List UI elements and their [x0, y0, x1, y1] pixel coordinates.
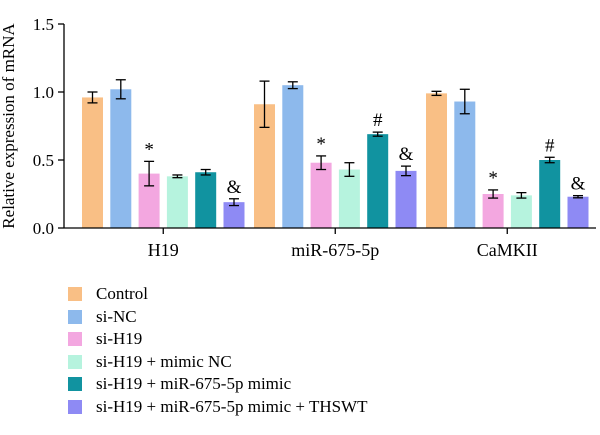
significance-mark: & — [399, 144, 414, 165]
legend-label: Control — [96, 284, 148, 304]
y-tick-label: 1.5 — [33, 15, 54, 34]
legend-label: si-H19 — [96, 329, 143, 349]
bars-layer: * **##&&& — [82, 79, 589, 228]
legend-swatch — [68, 377, 82, 392]
significance-mark: * — [488, 168, 498, 189]
x-tick-label: miR-675-5p — [291, 240, 379, 260]
significance-mark: * — [144, 139, 154, 160]
legend-item: Control — [68, 283, 368, 306]
significance-mark: * — [316, 134, 326, 155]
legend-item: si-H19 + mimic NC — [68, 351, 368, 374]
bar — [138, 173, 160, 228]
legend-swatch — [68, 332, 82, 347]
legend-swatch — [68, 287, 82, 302]
bar — [539, 160, 561, 228]
axes-layer: 0.0 0.5 1.0 1.5 H19 miR-675-5p CaMKII — [33, 15, 596, 260]
y-tick-label: 1.0 — [33, 83, 54, 102]
bar — [395, 170, 417, 228]
legend-swatch — [68, 354, 82, 369]
significance-mark: # — [373, 110, 383, 131]
bar — [82, 97, 103, 228]
bar — [367, 134, 389, 228]
bar — [254, 104, 275, 228]
bar — [454, 101, 476, 228]
significance-mark: & — [227, 177, 242, 198]
legend-item: si-H19 + miR-675-5p mimic — [68, 373, 368, 396]
bar — [338, 169, 360, 228]
y-tick-label: 0.0 — [33, 219, 54, 238]
bar — [282, 85, 304, 228]
y-tick-label: 0.5 — [33, 151, 54, 170]
bar — [223, 202, 245, 228]
legend-swatch — [68, 399, 82, 414]
legend-swatch — [68, 309, 82, 324]
legend-label: si-H19 + mimic NC — [96, 351, 232, 371]
bar-chart: Relative expression of mRNA * **##&&& 0.0… — [0, 15, 596, 260]
x-tick-label: H19 — [148, 240, 179, 260]
legend-item: si-NC — [68, 306, 368, 329]
bar — [110, 89, 132, 228]
legend-item: si-H19 — [68, 328, 368, 351]
bar — [166, 176, 188, 228]
legend-label: si-H19 + miR-675-5p mimic — [96, 374, 292, 394]
bar — [310, 162, 332, 228]
significance-mark: # — [545, 135, 555, 156]
bar — [510, 195, 532, 228]
significance-mark: & — [571, 174, 586, 195]
legend-label: si-H19 + miR-675-5p mimic + THSWT — [96, 396, 368, 416]
bar — [482, 194, 504, 228]
bar — [426, 93, 447, 228]
legend-item: si-H19 + miR-675-5p mimic + THSWT — [68, 396, 368, 419]
legend-label: si-NC — [96, 306, 137, 326]
legend: Control si-NC si-H19 si-H19 + mimic NC si-H1… — [68, 283, 368, 418]
bar — [567, 196, 589, 228]
bar — [195, 172, 217, 228]
y-axis-label: Relative expression of mRNA — [0, 23, 18, 229]
x-tick-label: CaMKII — [477, 240, 538, 260]
